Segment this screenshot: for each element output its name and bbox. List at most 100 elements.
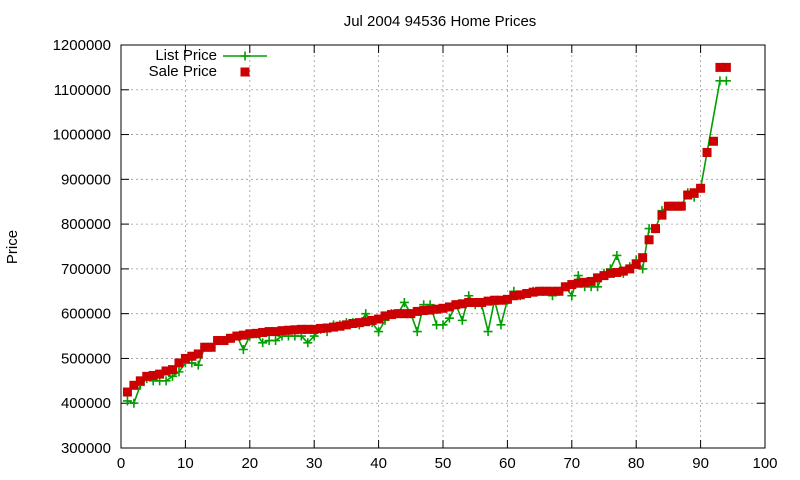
sale-price-point — [567, 280, 577, 290]
sale-price-point — [303, 324, 313, 334]
sale-price-point — [522, 289, 532, 299]
sale-price-point — [438, 303, 448, 313]
chart-title: Jul 2004 94536 Home Prices — [344, 13, 537, 30]
sale-price-point — [354, 318, 364, 328]
legend: List Price Sale Price — [149, 47, 267, 80]
sale-price-point — [528, 287, 538, 297]
sale-price-point — [251, 328, 261, 338]
sale-price-point — [129, 380, 139, 390]
sale-price-point — [135, 376, 145, 386]
sale-price-point — [651, 224, 661, 234]
sale-price-point — [232, 331, 242, 341]
sale-price-point — [168, 365, 178, 375]
list-price-point — [161, 376, 171, 386]
x-tick-label: 90 — [692, 455, 709, 472]
sale-price-point — [193, 349, 203, 359]
sale-price-point — [715, 62, 725, 72]
sale-price-point — [631, 259, 641, 269]
list-price-point — [122, 396, 132, 406]
sale-price-point — [283, 325, 293, 335]
sale-price-point — [258, 327, 268, 337]
list-price-point — [399, 297, 409, 307]
list-price-point — [193, 360, 203, 370]
sale-price-point — [560, 282, 570, 292]
sale-price-point — [496, 295, 506, 305]
list-price-point — [573, 271, 583, 281]
sale-price-point — [245, 329, 255, 339]
y-tick-label: 600000 — [61, 306, 111, 323]
sale-price-point — [341, 320, 351, 330]
sale-price-point — [644, 235, 654, 245]
sale-price-point — [290, 325, 300, 335]
legend-marker-sale-price — [240, 67, 250, 77]
sale-price-point — [406, 309, 416, 319]
y-tick-label: 300000 — [61, 440, 111, 457]
sale-price-point — [638, 253, 648, 263]
sale-price-point — [670, 201, 680, 211]
sale-price-point — [605, 268, 615, 278]
sale-price-point — [702, 147, 712, 157]
sale-price-point — [490, 295, 500, 305]
sale-price-point — [316, 323, 326, 333]
sale-price-point — [432, 304, 442, 314]
sale-price-point — [386, 310, 396, 320]
list-price-point — [444, 313, 454, 323]
axes: 300000 400000 500000 600000 700000 800000 9000… — [53, 37, 778, 472]
sale-price-point — [180, 353, 190, 363]
y-axis-label: Price — [4, 230, 21, 264]
list-price-point — [612, 250, 622, 260]
sale-price-point — [122, 387, 132, 397]
sale-price-point — [586, 276, 596, 286]
list-price-point — [438, 320, 448, 330]
sale-price-point — [708, 136, 718, 146]
sale-price-point — [348, 319, 358, 329]
sale-price-point — [174, 358, 184, 368]
list-price-point — [483, 327, 493, 337]
sale-price-point — [515, 290, 525, 300]
sale-price-point — [483, 296, 493, 306]
x-tick-label: 40 — [370, 455, 387, 472]
sale-price-point — [361, 317, 371, 327]
sale-price-point — [663, 201, 673, 211]
list-price-point — [374, 327, 384, 337]
list-price-point — [238, 344, 248, 354]
sale-price-point — [225, 333, 235, 343]
series-layer — [122, 62, 731, 408]
sale-price-point — [457, 299, 467, 309]
y-tick-label: 1000000 — [53, 127, 111, 144]
sale-price-point — [721, 62, 731, 72]
list-price-point — [271, 336, 281, 346]
x-tick-label: 10 — [177, 455, 194, 472]
sale-price-point — [155, 369, 165, 379]
list-price-point — [361, 309, 371, 319]
list-price-line — [127, 80, 727, 405]
sale-price-point — [509, 291, 519, 301]
sale-price-point — [412, 306, 422, 316]
list-price-point — [129, 398, 139, 408]
y-tick-label: 1200000 — [53, 37, 111, 54]
sale-price-point — [271, 327, 281, 337]
sale-price-point — [161, 366, 171, 376]
sale-price-point — [200, 342, 210, 352]
sale-price-point — [541, 286, 551, 296]
sale-price-point — [329, 322, 339, 332]
sale-price-point — [535, 286, 545, 296]
sale-price-point — [419, 306, 429, 316]
sale-price-point — [238, 330, 248, 340]
sale-price-point — [296, 324, 306, 334]
sale-price-point — [380, 311, 390, 321]
y-tick-label: 500000 — [61, 350, 111, 367]
sale-price-point — [683, 190, 693, 200]
sale-price-point — [625, 264, 635, 274]
sale-price-point — [399, 309, 409, 319]
list-price-point — [303, 338, 313, 348]
sale-price-point — [502, 294, 512, 304]
sale-price-point — [374, 314, 384, 324]
sale-price-point — [148, 370, 158, 380]
legend-label-list-price: List Price — [155, 47, 217, 64]
sale-price-point — [676, 201, 686, 211]
sale-price-point — [547, 286, 557, 296]
sale-price-point — [219, 336, 229, 346]
x-tick-label: 100 — [752, 455, 777, 472]
